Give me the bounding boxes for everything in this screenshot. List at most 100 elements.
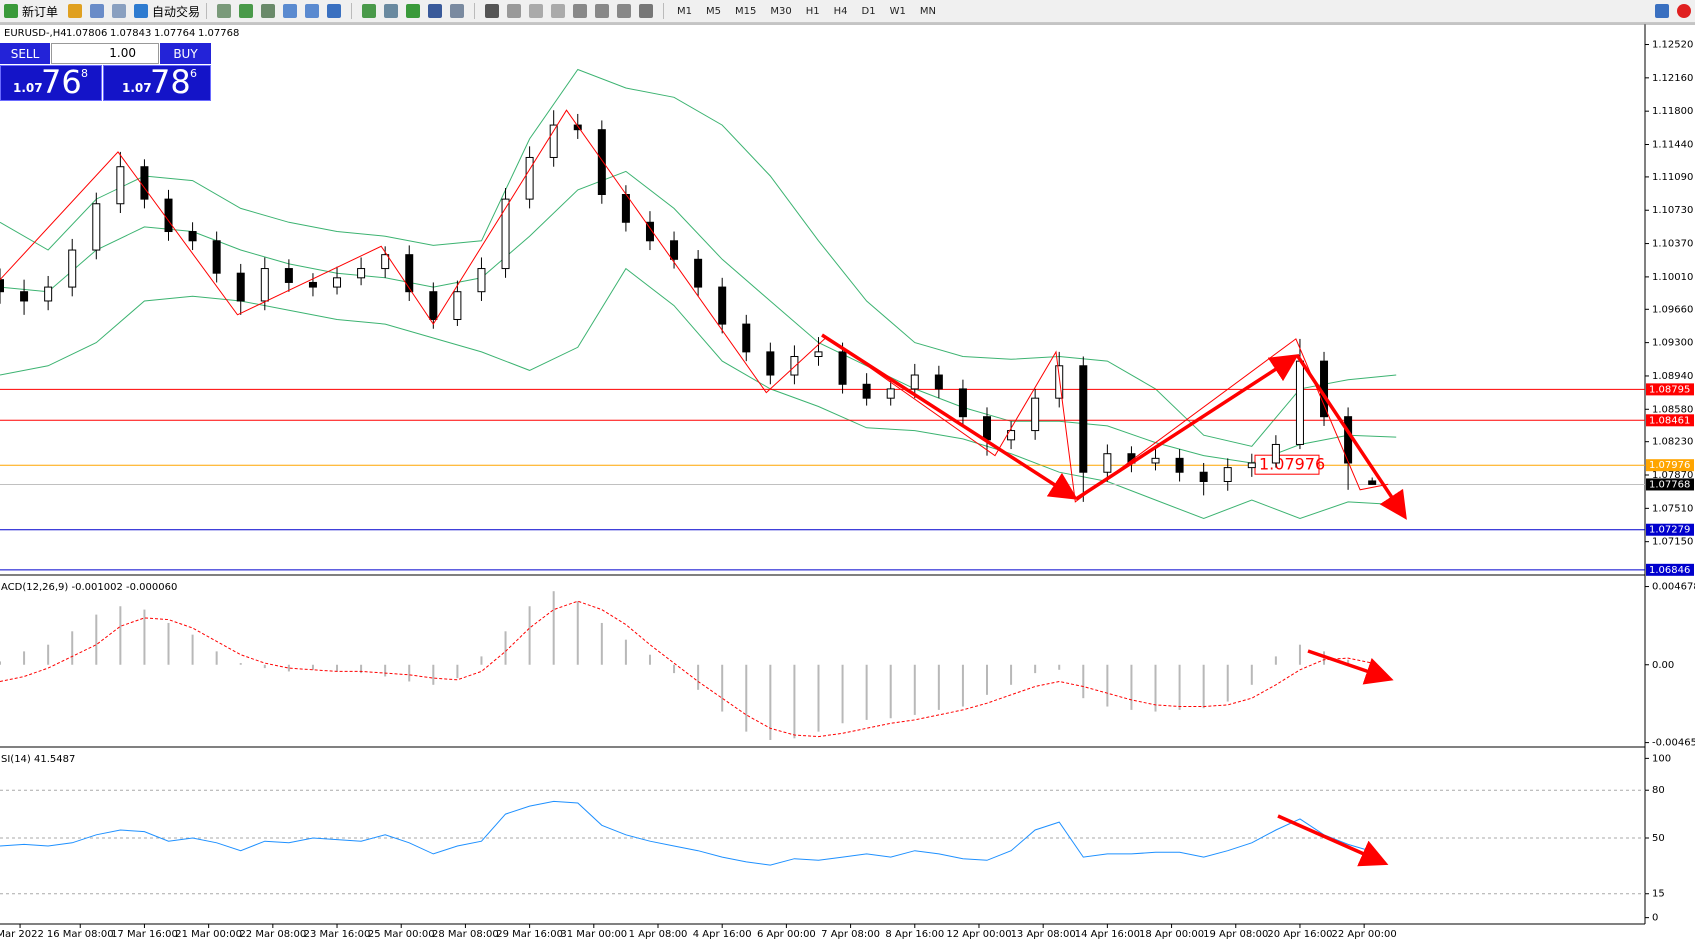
candle-body: [20, 291, 29, 302]
macd-bar: [263, 664, 266, 669]
x-tick-label: 23 Mar 16:00: [304, 929, 371, 940]
candle-body: [958, 388, 967, 418]
volume-input[interactable]: 1.00: [51, 43, 159, 64]
x-tick-label: 22 Mar 08:00: [239, 929, 306, 940]
rsi-line: [0, 800, 1373, 866]
price-level-tag: [1646, 414, 1694, 427]
y-tick-label: 1.07510: [1652, 503, 1693, 514]
sell-button[interactable]: SELL: [0, 43, 50, 64]
x-tick-label: 20 Apr 16:00: [1267, 929, 1332, 940]
price-label-text: 1.07976: [1259, 455, 1325, 474]
timeframe-button[interactable]: D1: [861, 5, 876, 17]
auto-trading-button[interactable]: 自动交易: [152, 4, 201, 19]
ask-pips: 78: [150, 63, 191, 101]
x-tick-label: 7 Apr 08:00: [821, 929, 880, 940]
bid-pips: 76: [41, 63, 82, 101]
search-icon[interactable]: [1655, 4, 1669, 18]
macd-bar: [697, 664, 700, 690]
icon: [327, 4, 342, 18]
timeframe-button[interactable]: M15: [735, 5, 757, 17]
x-tick-label: 31 Mar 00:00: [560, 929, 627, 940]
x-tick-label: 14 Apr 16:00: [1075, 929, 1140, 940]
icon: [450, 4, 465, 18]
y-tick-label: 1.11800: [1652, 106, 1693, 117]
timeframe-button[interactable]: M30: [770, 5, 792, 17]
separator: [663, 3, 665, 19]
candle-body: [1031, 397, 1040, 432]
y-tick-label: 1.11090: [1652, 172, 1693, 183]
price-level-label: 1.07976: [1649, 460, 1690, 471]
y-tick-label: 1.12160: [1652, 73, 1693, 84]
timeframe-button[interactable]: MN: [919, 5, 936, 17]
macd-bar: [287, 664, 290, 672]
y-tick-label: 80: [1652, 785, 1665, 796]
macd-bar: [1010, 664, 1013, 685]
bollinger-band: [0, 267, 1397, 520]
candle-body: [212, 240, 221, 274]
ask-price[interactable]: 1.07 78 6: [103, 63, 211, 101]
macd-bar: [624, 639, 627, 665]
candle-body: [597, 129, 606, 195]
trade-panel: SELL 1.00 BUY 1.07 76 8 1.07 78 6: [0, 43, 211, 101]
x-tick-label: 18 Apr 00:00: [1139, 929, 1204, 940]
arrow: [1307, 649, 1394, 685]
timeframe-button[interactable]: W1: [889, 5, 906, 17]
icon: [362, 4, 377, 18]
new-order-button[interactable]: 新订单: [22, 4, 59, 19]
candle-body: [44, 286, 53, 302]
ohlc-high: 1.07843: [110, 28, 151, 39]
x-tick-label: 28 Mar 08:00: [432, 929, 499, 940]
macd-bar: [432, 664, 435, 685]
ohlc-low: 1.07764: [154, 28, 195, 39]
x-tick-label: 21 Mar 00:00: [175, 929, 242, 940]
icon: [551, 4, 566, 18]
separator: [206, 3, 208, 19]
timeframe-button[interactable]: M1: [677, 5, 693, 17]
bid-price[interactable]: 1.07 76 8: [0, 63, 102, 101]
zigzag: [0, 109, 1389, 503]
macd-bar: [1106, 664, 1109, 707]
icon: [428, 4, 443, 18]
ohlc-close: 1.07768: [198, 28, 239, 39]
toolbar: 新订单 自动交易 M1 M5 M15 M30 H1 H4 D1 W1 MN: [0, 0, 1695, 23]
y-tick-label: 1.12520: [1652, 40, 1693, 51]
candle-body: [284, 268, 293, 283]
icon: [68, 4, 83, 18]
macd-bar: [311, 664, 314, 670]
ohlc-open: 1.07806: [66, 28, 107, 39]
x-tick-label: 13 Apr 08:00: [1011, 929, 1076, 940]
separator: [474, 3, 476, 19]
macd-bar: [986, 664, 988, 695]
macd-bar: [937, 664, 940, 710]
candle-body: [718, 286, 727, 325]
candle-body: [1175, 457, 1184, 473]
candle-body: [838, 351, 847, 385]
x-tick-label: 29 Mar 16:00: [496, 929, 563, 940]
icon: [305, 4, 320, 18]
annotations: [821, 333, 1407, 867]
candle-body: [236, 272, 245, 302]
macd-bar: [889, 664, 892, 719]
icon: [217, 4, 232, 18]
macd-bar: [1082, 664, 1085, 699]
candle-body: [333, 277, 342, 288]
price-level-tag: [1646, 459, 1694, 472]
candle-body: [670, 240, 679, 260]
macd-bar: [1298, 644, 1301, 665]
timeframe-button[interactable]: H1: [805, 5, 820, 17]
candle-body: [116, 166, 125, 205]
buy-button[interactable]: BUY: [160, 43, 211, 64]
icon: [406, 4, 421, 18]
timeframe-button[interactable]: M5: [706, 5, 722, 17]
timeframe-button[interactable]: H4: [833, 5, 848, 17]
candle-body: [68, 249, 77, 288]
icon: [283, 4, 298, 18]
notification-icon[interactable]: [1677, 4, 1691, 18]
candle-body: [549, 124, 558, 158]
auto-trading-icon: [134, 4, 149, 18]
candle-body: [1199, 471, 1208, 482]
icon: [639, 4, 654, 18]
candle-body: [1368, 480, 1377, 485]
price-level-tag: [1646, 523, 1694, 536]
